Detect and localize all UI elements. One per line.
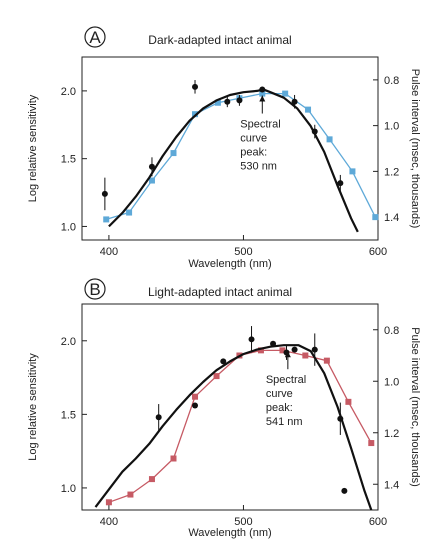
- chart-1-pulse-interval-marker: [213, 373, 220, 380]
- chart-0-annotation-line: Spectral: [240, 119, 280, 131]
- chart-1-data-point: [311, 346, 318, 353]
- chart-1-data-point: [220, 358, 227, 365]
- chart-1-data-point: [270, 340, 277, 347]
- chart-0-y2-axis-title: Pulse interval (msec, thousands): [409, 69, 421, 229]
- chart-1-y2-tick-label: 1.0: [384, 376, 399, 388]
- chart-0-annotation-arrow-head: [259, 95, 266, 102]
- chart-1-pulse-interval-marker: [105, 499, 112, 506]
- chart-0-pulse-interval-marker: [326, 136, 333, 143]
- chart-0-pulse-interval-marker: [170, 150, 177, 157]
- chart-0-annotation-line: 530 nm: [240, 161, 277, 173]
- chart-1-x-tick-label: 600: [369, 516, 387, 528]
- chart-0-panel-letter-circle: [84, 26, 106, 48]
- chart-0-data-point: [224, 98, 231, 105]
- chart-0-y2-tick-label: 0.8: [384, 75, 399, 87]
- chart-1-y2-tick-label: 0.8: [384, 325, 399, 337]
- chart-1-panel-letter: B: [89, 280, 100, 299]
- chart-1-pulse-interval-marker: [192, 393, 199, 400]
- chart-0-annotation-line: curve: [240, 133, 267, 145]
- chart-0-annotation-line: peak:: [240, 147, 267, 159]
- chart-1-y-tick-label: 1.0: [61, 483, 76, 495]
- chart-1-annotation-line: 541 nm: [266, 416, 303, 428]
- chart-1-annotation-line: peak:: [266, 402, 293, 414]
- chart-0-y-tick-label: 2.0: [61, 86, 76, 98]
- chart-1-panel-letter-circle: [84, 278, 106, 300]
- chart-1-pulse-interval-marker: [279, 347, 286, 354]
- chart-1-x-tick-label: 400: [100, 516, 118, 528]
- chart-0-y2-tick-label: 1.2: [384, 166, 399, 178]
- chart-0-data-point: [291, 98, 298, 105]
- chart-0-pulse-interval-marker: [103, 216, 110, 223]
- chart-0-y-tick-label: 1.5: [61, 154, 76, 166]
- chart-0-y2-tick-label: 1.4: [384, 212, 399, 224]
- chart-0-data-point: [192, 83, 199, 90]
- chart-0-data-point: [311, 128, 318, 135]
- chart-0-plot-frame: [81, 56, 379, 241]
- chart-1-pulse-interval-line: [108, 349, 372, 503]
- chart-1-data-point: [337, 415, 344, 422]
- chart-0-data-point: [259, 86, 266, 93]
- chart-0-data-point: [101, 190, 108, 197]
- chart-0-fitted-curve: [108, 88, 359, 233]
- chart-1-data-point: [155, 414, 162, 421]
- chart-0-x-axis-title: Wavelength (nm): [188, 258, 271, 270]
- chart-0-x-tick-label: 500: [234, 246, 252, 258]
- chart-1-plot-frame: [81, 303, 379, 511]
- chart-1-y2-tick-label: 1.2: [384, 428, 399, 440]
- chart-1-y2-axis-title: Pulse interval (msec, thousands): [409, 327, 421, 487]
- chart-1-pulse-interval-marker: [368, 440, 375, 447]
- chart-0-data-point: [337, 180, 344, 187]
- chart-0-y-tick-label: 1.0: [61, 221, 76, 233]
- chart-1-x-axis-title: Wavelength (nm): [188, 527, 271, 539]
- chart-1-pulse-interval-marker: [345, 398, 352, 405]
- chart-1-y-tick-label: 2.0: [61, 336, 76, 348]
- chart-0-y-axis-title: Log relative sensitivity: [27, 94, 39, 202]
- chart-0-pulse-interval-marker: [349, 168, 356, 175]
- chart-1-data-point: [248, 336, 255, 343]
- chart-0-title: Dark-adapted intact animal: [148, 33, 291, 47]
- chart-1-y2-tick-label: 1.4: [384, 479, 399, 491]
- chart-1-y-axis-title: Log relative sensitivity: [27, 353, 39, 461]
- chart-1-pulse-interval-marker: [302, 352, 309, 359]
- chart-1-pulse-interval-marker: [148, 476, 155, 483]
- chart-1-annotation-arrow-head: [284, 351, 291, 358]
- chart-1-data-point: [341, 487, 348, 494]
- chart-1-data-point: [291, 346, 298, 353]
- chart-0-panel-letter: A: [89, 28, 101, 47]
- chart-1-fitted-curve: [94, 344, 373, 511]
- chart-0-pulse-interval-marker: [126, 209, 133, 216]
- panel-b: B Light-adapted intact animal 400 500 600 1.0…: [27, 278, 421, 539]
- chart-1-pulse-interval-marker: [257, 347, 264, 354]
- panel-a: A Dark-adapted intact animal 400 500 600 1.0 1…: [27, 26, 421, 270]
- chart-1-title: Light-adapted intact animal: [148, 285, 292, 299]
- chart-0-pulse-interval-marker: [372, 214, 379, 221]
- chart-0-pulse-interval-marker: [192, 111, 199, 118]
- chart-0-data-point: [236, 97, 243, 104]
- chart-0-pulse-interval-marker: [214, 99, 221, 106]
- chart-1-annotation-line: Spectral: [266, 374, 306, 386]
- chart-0-pulse-interval-marker: [259, 90, 266, 97]
- chart-1-pulse-interval-marker: [323, 357, 330, 364]
- chart-0-x-tick-label: 600: [369, 246, 387, 258]
- chart-0-y2-tick-label: 1.0: [384, 121, 399, 133]
- chart-0-pulse-interval-marker: [305, 106, 312, 113]
- chart-1-y-tick-label: 1.5: [61, 409, 76, 421]
- chart-1-pulse-interval-marker: [170, 455, 177, 462]
- chart-1-annotation-line: curve: [266, 388, 293, 400]
- chart-1-data-point: [192, 402, 199, 409]
- chart-0-data-point: [148, 163, 155, 170]
- chart-0-pulse-interval-marker: [148, 177, 155, 184]
- chart-1-pulse-interval-marker: [127, 491, 134, 498]
- chart-1-x-tick-label: 500: [234, 516, 252, 528]
- chart-0-x-tick-label: 400: [100, 246, 118, 258]
- chart-0-pulse-interval-marker: [282, 90, 289, 97]
